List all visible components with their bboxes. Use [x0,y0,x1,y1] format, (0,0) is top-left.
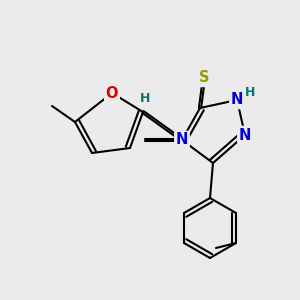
Text: N: N [239,128,251,142]
Text: H: H [140,92,150,104]
Text: N: N [231,92,243,107]
Text: O: O [106,85,118,100]
Text: H: H [245,85,255,98]
Text: N: N [176,133,188,148]
Text: S: S [199,70,209,86]
